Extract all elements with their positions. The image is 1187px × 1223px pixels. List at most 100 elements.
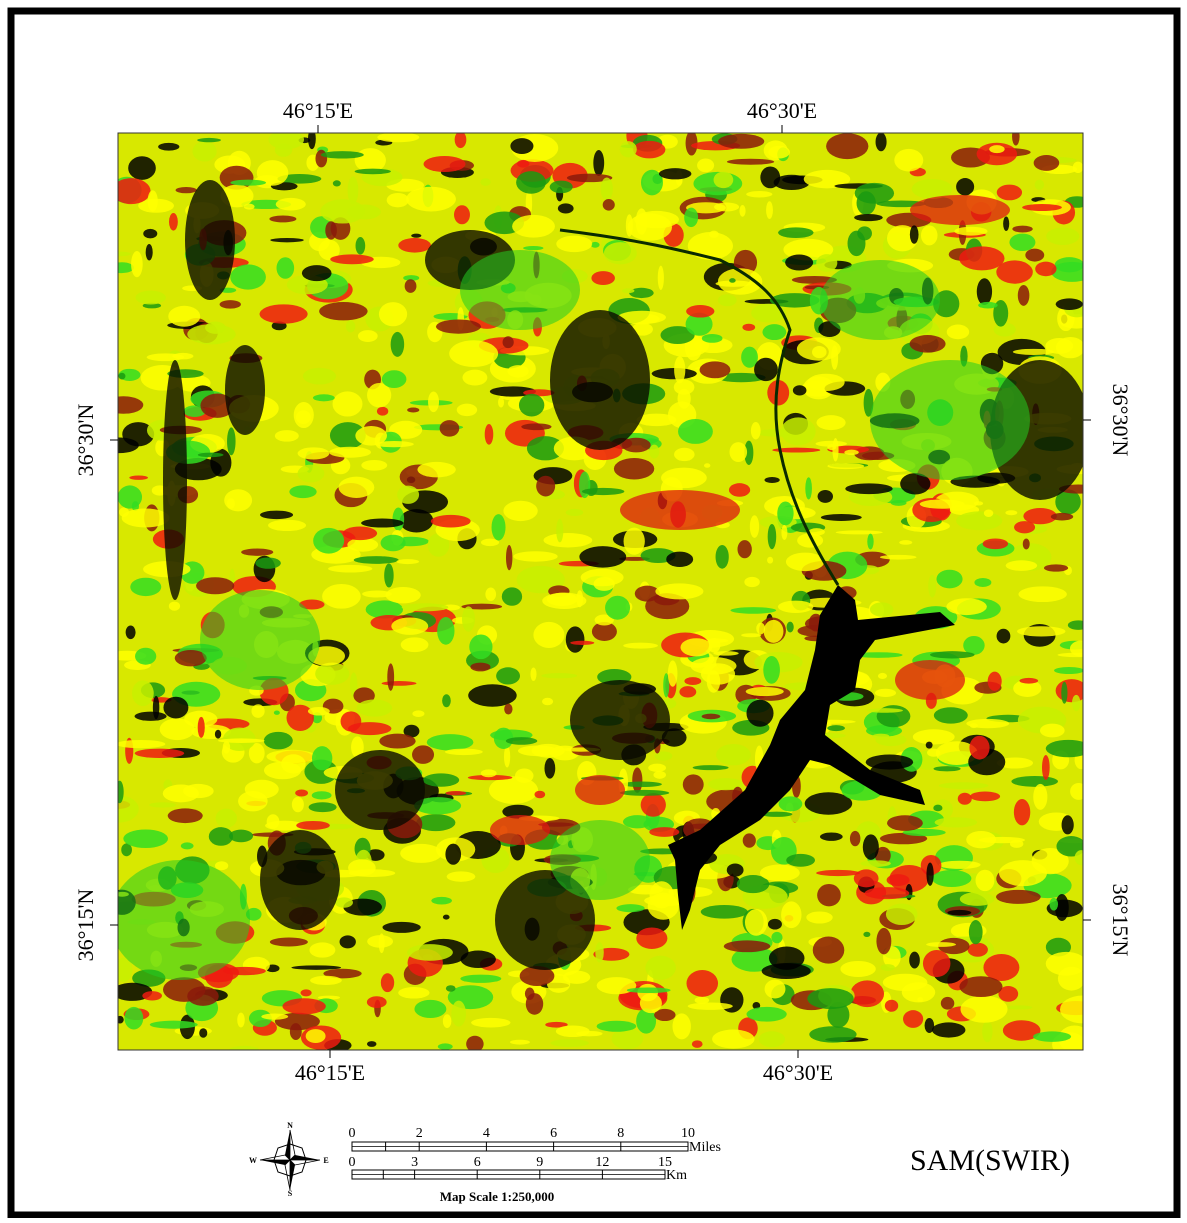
texture-patch <box>238 791 268 811</box>
texture-patch <box>1042 755 1050 780</box>
texture-patch <box>312 746 332 770</box>
texture-patch <box>1055 257 1084 272</box>
texture-patch <box>358 330 378 342</box>
texture-patch <box>556 236 592 253</box>
texture-patch <box>230 180 266 186</box>
texture-patch <box>668 660 678 686</box>
texture-patch <box>449 340 498 367</box>
texture-patch <box>414 1000 446 1018</box>
texture-patch <box>704 463 710 467</box>
texture-patch <box>778 227 813 238</box>
texture-patch <box>875 689 896 697</box>
classified-raster <box>97 122 1105 1057</box>
green-patch <box>200 590 320 690</box>
texture-patch <box>961 996 1008 1023</box>
texture-patch <box>759 1031 785 1047</box>
texture-patch <box>401 637 429 652</box>
texture-patch <box>135 749 184 758</box>
texture-patch <box>729 278 736 283</box>
map-title: SAM(SWIR) <box>910 1144 1070 1177</box>
texture-patch <box>1072 695 1081 711</box>
texture-patch <box>939 782 989 789</box>
texture-patch <box>518 745 558 756</box>
texture-patch <box>873 734 890 740</box>
texture-patch <box>335 897 353 907</box>
texture-patch <box>504 704 512 715</box>
texture-patch <box>855 183 894 204</box>
scale-bar-label: 10 <box>681 1126 695 1141</box>
texture-patch <box>303 368 336 385</box>
texture-patch <box>867 534 873 550</box>
texture-patch <box>322 584 361 609</box>
texture-patch <box>223 967 266 975</box>
dark-patch <box>570 680 670 760</box>
texture-patch <box>604 242 637 264</box>
green-patch <box>110 860 250 980</box>
texture-patch <box>821 514 862 521</box>
texture-patch <box>128 156 156 180</box>
texture-patch <box>196 577 234 594</box>
texture-patch <box>894 149 923 172</box>
texture-patch <box>601 178 613 201</box>
texture-patch <box>116 1016 123 1024</box>
texture-patch <box>126 625 136 639</box>
texture-patch <box>960 892 995 906</box>
texture-patch <box>641 793 666 817</box>
texture-patch <box>935 817 978 827</box>
texture-patch <box>387 663 394 690</box>
texture-patch <box>1003 217 1009 231</box>
texture-patch <box>142 991 162 1000</box>
texture-patch <box>506 545 512 570</box>
texture-patch <box>158 143 179 151</box>
texture-patch <box>793 385 807 395</box>
texture-patch <box>300 989 311 996</box>
texture-patch <box>933 805 942 812</box>
texture-patch <box>455 131 467 148</box>
texture-patch <box>779 796 803 811</box>
texture-patch <box>941 997 954 1010</box>
texture-patch <box>674 380 695 395</box>
texture-patch <box>462 606 475 631</box>
texture-patch <box>400 509 434 532</box>
texture-patch <box>445 749 483 755</box>
texture-patch <box>969 920 983 944</box>
texture-patch <box>169 213 178 231</box>
texture-patch <box>977 278 992 305</box>
texture-patch <box>989 145 1004 153</box>
compass-letter: E <box>323 1156 328 1165</box>
texture-patch <box>674 356 685 383</box>
texture-patch <box>530 667 536 680</box>
texture-patch <box>886 904 918 926</box>
texture-patch <box>686 970 718 997</box>
texture-patch <box>556 519 563 543</box>
texture-patch <box>457 404 477 416</box>
texture-patch <box>925 1018 935 1033</box>
texture-patch <box>223 741 230 753</box>
texture-patch <box>742 324 755 331</box>
texture-patch <box>746 191 772 197</box>
texture-patch <box>781 901 801 928</box>
texture-patch <box>168 306 200 327</box>
texture-patch <box>809 1026 856 1042</box>
texture-patch <box>997 629 1011 644</box>
texture-patch <box>1046 952 1087 976</box>
texture-patch <box>777 501 793 525</box>
texture-patch <box>384 563 393 587</box>
texture-patch <box>778 601 813 613</box>
texture-patch <box>387 193 409 207</box>
texture-patch <box>632 767 642 792</box>
texture-patch <box>595 942 604 962</box>
texture-patch <box>1033 1031 1071 1041</box>
texture-patch <box>876 928 891 955</box>
texture-patch <box>431 515 471 528</box>
texture-patch <box>910 335 946 353</box>
texture-patch <box>1044 564 1068 571</box>
texture-patch <box>939 861 981 869</box>
texture-patch <box>205 322 226 334</box>
texture-patch <box>658 266 664 290</box>
scale-bar-label: 8 <box>617 1126 624 1141</box>
texture-patch <box>1013 349 1055 355</box>
texture-patch <box>684 208 698 228</box>
texture-patch <box>146 244 153 261</box>
texture-patch <box>959 246 1004 270</box>
